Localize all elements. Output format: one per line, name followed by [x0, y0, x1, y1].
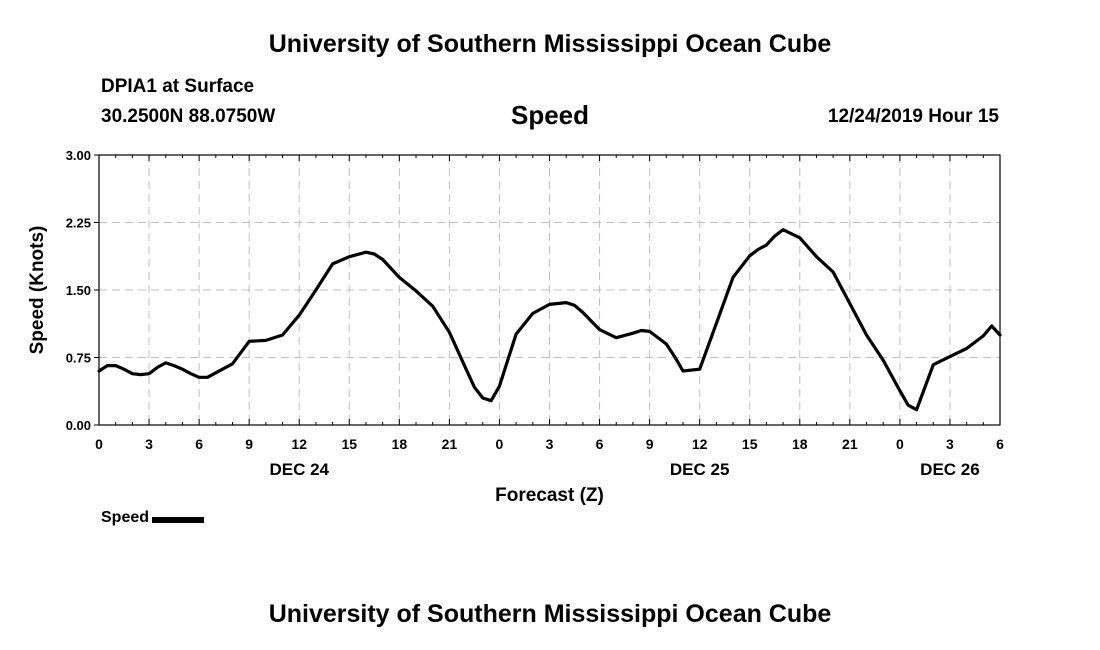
y-tick-label: 0.00: [66, 418, 91, 433]
y-tick-label: 3.00: [66, 148, 91, 163]
x-tick-label: 9: [245, 436, 253, 452]
x-tick-label: 15: [341, 436, 357, 452]
x-tick-label: 21: [842, 436, 858, 452]
footer-title: University of Southern Mississippi Ocean…: [268, 600, 832, 628]
x-tick-label: 3: [546, 436, 554, 452]
x-tick-label: 15: [742, 436, 758, 452]
day-label: DEC 24: [269, 460, 329, 479]
location-label: 30.2500N 88.0750W: [101, 106, 276, 127]
grid-layer: [99, 155, 1000, 425]
y-tick-label: 2.25: [66, 216, 91, 231]
x-tick-label: 12: [692, 436, 708, 452]
plot-frame: [98, 154, 1001, 426]
x-tick-label: 6: [596, 436, 604, 452]
x-tick-label: 0: [95, 436, 103, 452]
x-tick-label: 0: [896, 436, 904, 452]
day-label: DEC 26: [920, 460, 980, 479]
x-tick-label: 18: [792, 436, 808, 452]
x-tick-label: 3: [946, 436, 954, 452]
y-axis-label: Speed (Knots): [27, 226, 48, 355]
x-tick-label: 0: [496, 436, 504, 452]
x-tick-label: 21: [442, 436, 458, 452]
y-tick-label: 1.50: [66, 283, 91, 298]
legend: Speed: [101, 509, 205, 527]
x-tick-label: 18: [392, 436, 408, 452]
x-tick-label: 6: [996, 436, 1004, 452]
x-tick-label: 9: [646, 436, 654, 452]
x-axis-label: Forecast (Z): [495, 485, 604, 506]
y-tick-label: 0.75: [66, 351, 91, 366]
legend-label: Speed: [101, 509, 150, 526]
x-tick-label: 6: [195, 436, 203, 452]
chart-title: University of Southern Mississippi Ocean…: [268, 30, 832, 58]
variable-title: Speed: [510, 100, 590, 130]
station-label: DPIA1 at Surface: [101, 76, 255, 97]
valid-time-label: 12/24/2019 Hour 15: [827, 106, 999, 127]
day-label: DEC 25: [670, 460, 730, 479]
speed-series-line: [97, 228, 1002, 412]
legend-swatch: [152, 516, 205, 523]
x-tick-label: 3: [145, 436, 153, 452]
label-layer: 0.00 0.75 1.50 2.25 3.00 0 3 6 9 12 15 18 21 0 3 6 9 12 15…: [66, 148, 1004, 479]
x-tick-label: 12: [291, 436, 307, 452]
